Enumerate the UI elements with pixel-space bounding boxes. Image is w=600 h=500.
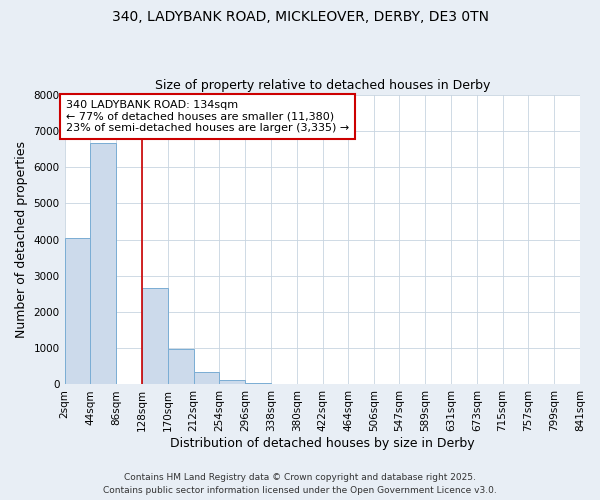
Text: 340, LADYBANK ROAD, MICKLEOVER, DERBY, DE3 0TN: 340, LADYBANK ROAD, MICKLEOVER, DERBY, D…	[112, 10, 488, 24]
Bar	[91, 144, 116, 384]
Title: Size of property relative to detached houses in Derby: Size of property relative to detached ho…	[155, 79, 490, 92]
Bar	[194, 372, 220, 384]
Bar	[65, 238, 91, 384]
Bar	[142, 288, 168, 384]
Text: 340 LADYBANK ROAD: 134sqm
← 77% of detached houses are smaller (11,380)
23% of s: 340 LADYBANK ROAD: 134sqm ← 77% of detac…	[66, 100, 349, 133]
Bar	[245, 382, 271, 384]
Y-axis label: Number of detached properties: Number of detached properties	[15, 141, 28, 338]
Bar	[220, 380, 245, 384]
Text: Contains HM Land Registry data © Crown copyright and database right 2025.
Contai: Contains HM Land Registry data © Crown c…	[103, 474, 497, 495]
Bar	[168, 349, 194, 384]
X-axis label: Distribution of detached houses by size in Derby: Distribution of detached houses by size …	[170, 437, 475, 450]
